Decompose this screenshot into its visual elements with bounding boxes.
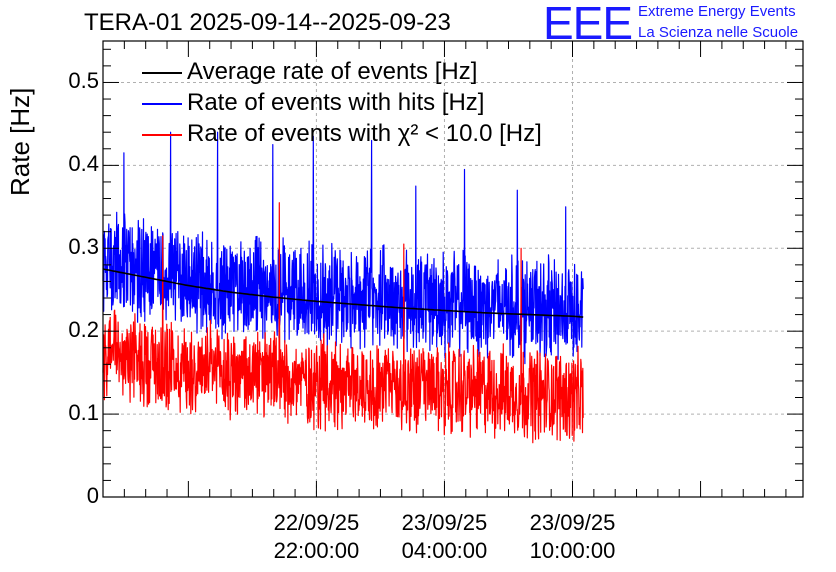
plot-frame <box>102 40 804 498</box>
logo-line-2: La Scienza nelle Scuole <box>638 24 799 41</box>
logo-line-1: Extreme Energy Events <box>638 3 796 20</box>
x-tick-label: 23/09/25 04:00:00 <box>374 509 514 565</box>
y-tick-label: 0.2 <box>68 317 99 343</box>
x-tick-date: 22/09/25 <box>273 510 360 535</box>
y-axis-label: Rate [Hz] <box>5 87 35 196</box>
x-tick-date: 23/09/25 <box>401 510 488 535</box>
axes <box>102 40 804 498</box>
x-tick-date: 23/09/25 <box>529 510 616 535</box>
y-tick-label: 0.5 <box>68 68 99 94</box>
legend-label-hits: Rate of events with hits [Hz] <box>187 89 485 116</box>
legend-label-average: Average rate of events [Hz] <box>187 58 478 85</box>
legend-swatch-average <box>142 72 182 74</box>
x-tick-time: 10:00:00 <box>529 538 616 563</box>
x-tick-time: 04:00:00 <box>401 538 488 563</box>
y-tick-label: 0.4 <box>68 151 99 177</box>
series-group <box>102 131 584 444</box>
chart-title: TERA-01 2025-09-14--2025-09-23 <box>84 9 451 36</box>
eee-logo: EEE <box>543 0 633 49</box>
series-average-line <box>102 268 584 318</box>
series-chi2-line <box>102 202 584 444</box>
legend-label-chi2: Rate of events with χ² < 10.0 [Hz] <box>187 120 542 147</box>
legend-swatch-hits <box>142 103 182 105</box>
y-tick-label: 0.1 <box>68 400 99 426</box>
y-tick-label: 0 <box>86 483 99 508</box>
x-tick-label: 22/09/25 22:00:00 <box>246 509 386 565</box>
y-tick-label: 0.3 <box>68 234 99 260</box>
x-tick-label: 23/09/25 10:00:00 <box>503 509 643 565</box>
legend-swatch-chi2 <box>142 134 182 136</box>
x-tick-time: 22:00:00 <box>273 538 360 563</box>
